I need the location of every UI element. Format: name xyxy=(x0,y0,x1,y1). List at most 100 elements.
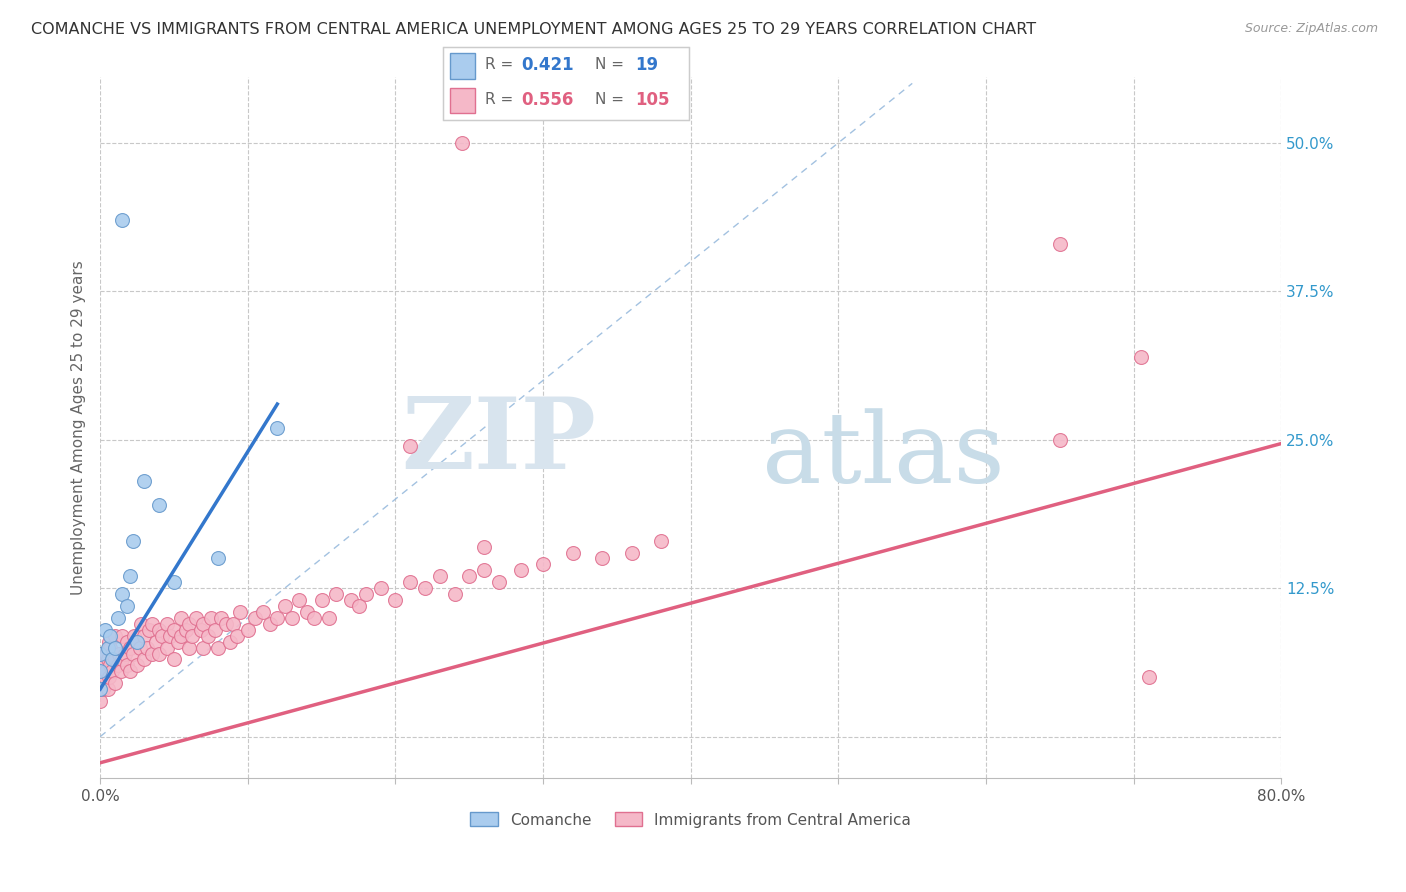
Point xyxy=(163,575,186,590)
Bar xyxy=(450,87,475,113)
Point xyxy=(125,634,148,648)
Point xyxy=(561,545,583,559)
Point xyxy=(340,593,363,607)
Point xyxy=(193,616,215,631)
Point xyxy=(488,575,510,590)
Point xyxy=(243,611,266,625)
Point xyxy=(107,658,129,673)
Text: atlas: atlas xyxy=(762,408,1004,504)
Point xyxy=(620,545,643,559)
Text: ZIP: ZIP xyxy=(401,393,596,491)
Point xyxy=(266,611,288,625)
Point xyxy=(155,616,177,631)
Point xyxy=(266,421,288,435)
Text: COMANCHE VS IMMIGRANTS FROM CENTRAL AMERICA UNEMPLOYMENT AMONG AGES 25 TO 29 YEA: COMANCHE VS IMMIGRANTS FROM CENTRAL AMER… xyxy=(31,22,1036,37)
Point xyxy=(129,640,152,655)
Point xyxy=(111,587,134,601)
Point xyxy=(236,623,259,637)
Point xyxy=(429,569,451,583)
Point xyxy=(177,640,200,655)
Point xyxy=(101,647,124,661)
Point xyxy=(96,682,118,697)
Bar xyxy=(450,54,475,78)
Point xyxy=(101,665,124,679)
Point xyxy=(115,634,138,648)
Text: 105: 105 xyxy=(636,91,669,109)
Point xyxy=(131,616,153,631)
Point xyxy=(89,670,111,684)
Point xyxy=(104,640,127,655)
Point xyxy=(91,682,114,697)
Point xyxy=(115,599,138,613)
Y-axis label: Unemployment Among Ages 25 to 29 years: Unemployment Among Ages 25 to 29 years xyxy=(72,260,86,595)
Point xyxy=(118,640,141,655)
Point xyxy=(104,676,127,690)
Point xyxy=(354,587,377,601)
Point xyxy=(214,616,236,631)
Point xyxy=(148,498,170,512)
Point xyxy=(111,213,134,227)
Point xyxy=(226,629,249,643)
Point xyxy=(125,658,148,673)
Point xyxy=(370,581,392,595)
Point xyxy=(180,629,202,643)
Point xyxy=(89,665,111,679)
Point xyxy=(170,629,193,643)
Point xyxy=(115,658,138,673)
Point xyxy=(399,439,422,453)
Point xyxy=(591,551,613,566)
Point xyxy=(163,623,186,637)
Point xyxy=(100,629,122,643)
Point xyxy=(134,475,156,489)
Point xyxy=(104,629,127,643)
Point xyxy=(197,629,219,643)
Point xyxy=(91,658,114,673)
Point xyxy=(110,665,132,679)
Point xyxy=(89,647,111,661)
Point xyxy=(100,640,122,655)
Point xyxy=(96,640,118,655)
Point xyxy=(1049,236,1071,251)
Point xyxy=(222,616,245,631)
Point xyxy=(413,581,436,595)
Point xyxy=(94,665,117,679)
Point xyxy=(1130,350,1153,364)
Point xyxy=(458,569,481,583)
Point xyxy=(100,658,122,673)
Point xyxy=(159,629,181,643)
Point xyxy=(399,575,422,590)
Point xyxy=(111,629,134,643)
Point xyxy=(167,634,190,648)
Point xyxy=(252,605,274,619)
Point xyxy=(531,558,554,572)
Point xyxy=(302,611,325,625)
Point xyxy=(96,652,118,666)
Point xyxy=(118,665,141,679)
Point xyxy=(318,611,340,625)
Text: 0.421: 0.421 xyxy=(522,56,574,74)
Point xyxy=(141,616,163,631)
Point xyxy=(163,652,186,666)
Point xyxy=(347,599,370,613)
Point xyxy=(219,634,242,648)
Text: R =: R = xyxy=(485,93,517,107)
Text: 0.556: 0.556 xyxy=(522,91,574,109)
Point xyxy=(104,652,127,666)
Point xyxy=(108,647,131,661)
Point xyxy=(259,616,281,631)
Point xyxy=(155,640,177,655)
Point xyxy=(510,563,533,577)
Point xyxy=(204,623,226,637)
Point xyxy=(472,563,495,577)
Point xyxy=(107,611,129,625)
Text: N =: N = xyxy=(596,57,630,72)
Point xyxy=(273,599,295,613)
Point xyxy=(209,611,232,625)
Text: 19: 19 xyxy=(636,56,658,74)
Point xyxy=(148,623,170,637)
Text: Source: ZipAtlas.com: Source: ZipAtlas.com xyxy=(1244,22,1378,36)
Point xyxy=(98,634,121,648)
Point xyxy=(1049,433,1071,447)
Point xyxy=(288,593,311,607)
Point xyxy=(190,623,212,637)
